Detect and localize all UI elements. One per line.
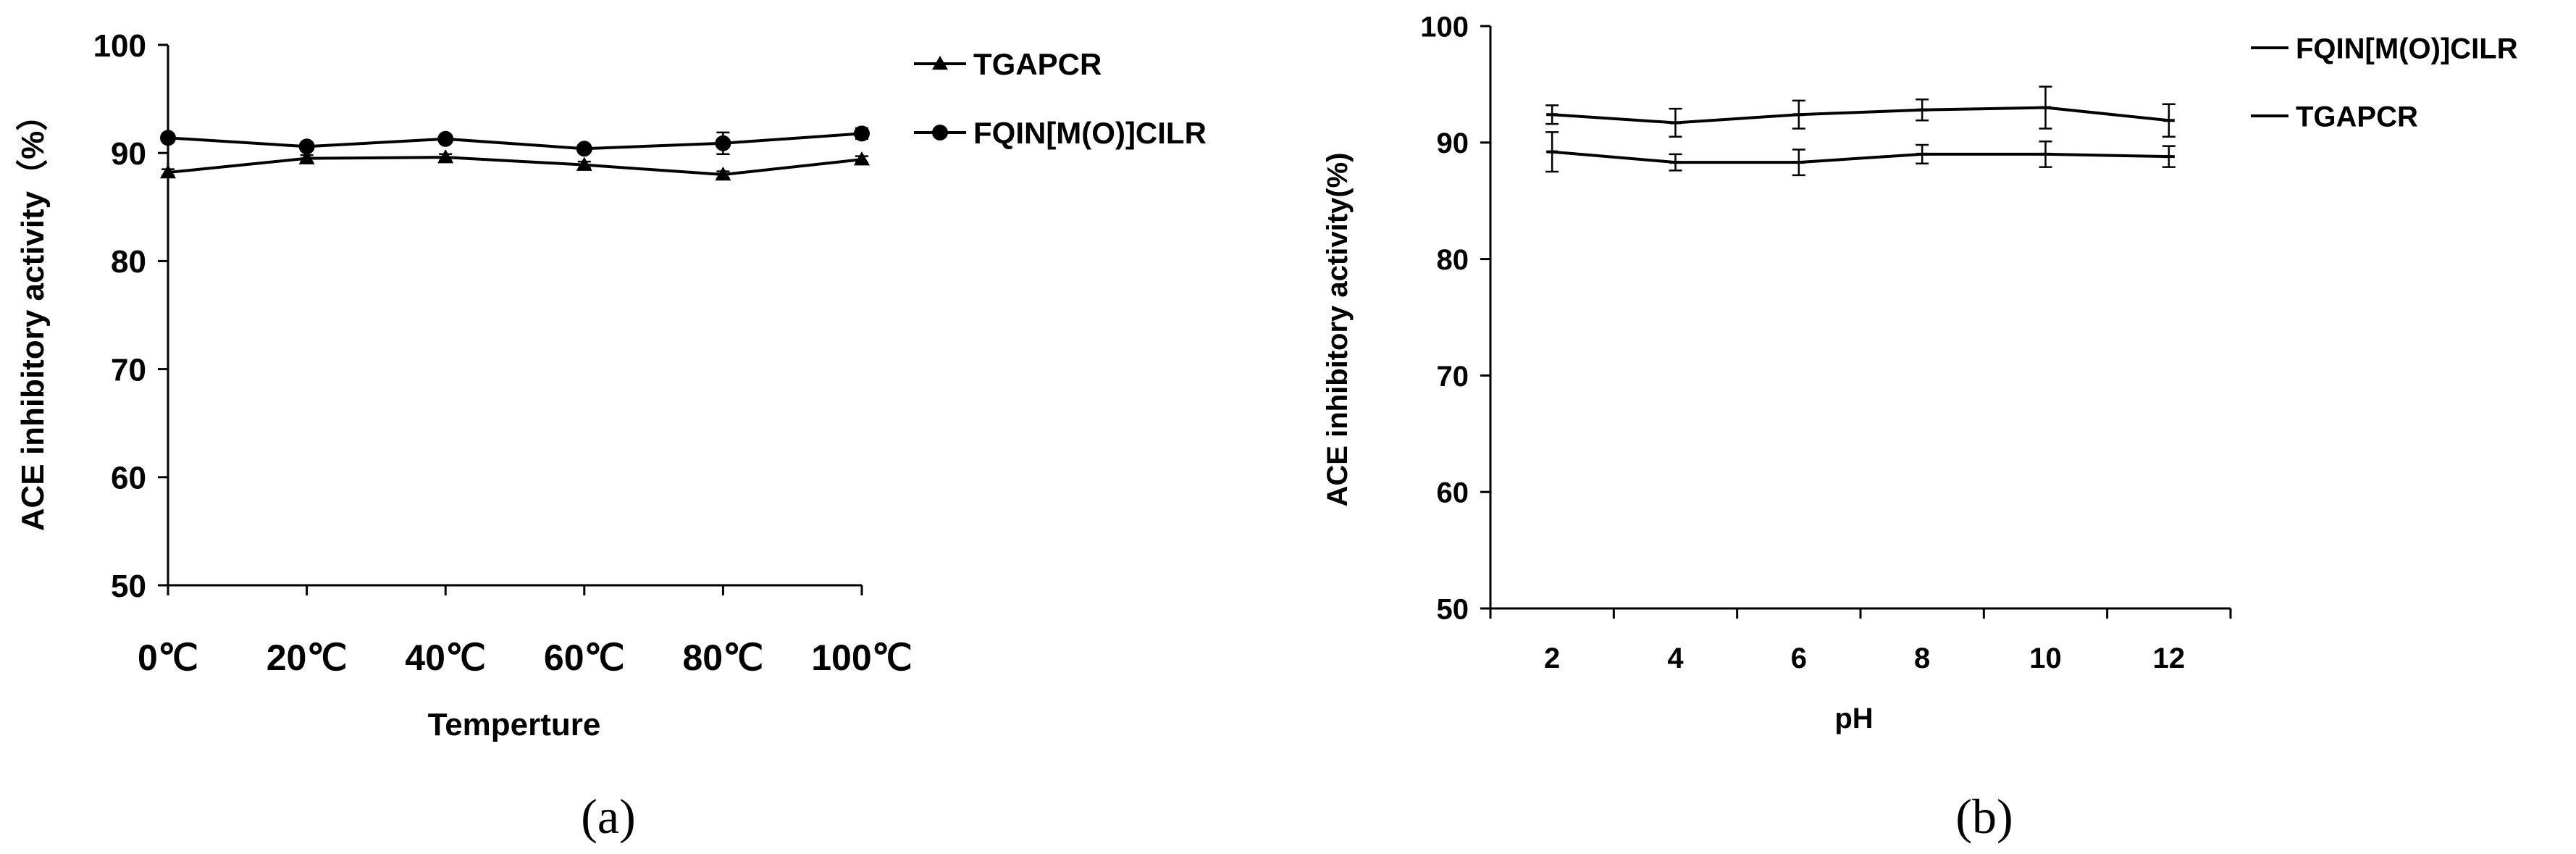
- data-point: [437, 149, 454, 164]
- legend-marker: [932, 56, 948, 70]
- x-tick-label: 12: [2153, 642, 2186, 674]
- y-tick-label: 80: [1437, 244, 1469, 276]
- data-point: [576, 156, 592, 171]
- y-axis-title: ACE inhibitory activity(%): [1322, 153, 1354, 507]
- data-point: [160, 164, 176, 179]
- x-tick-label: 0℃: [138, 637, 198, 678]
- y-tick-label: 90: [111, 136, 146, 172]
- y-axis-title: ACE inhibitory activity（%）: [15, 99, 51, 532]
- x-tick-label: 100℃: [811, 637, 912, 678]
- y-tick-label: 80: [111, 244, 146, 280]
- x-tick-label: 2: [1544, 642, 1560, 674]
- x-tick-label: 6: [1791, 642, 1807, 674]
- legend-label: TGAPCR: [2296, 101, 2418, 133]
- y-tick-label: 60: [111, 461, 146, 496]
- legend-label: TGAPCR: [973, 47, 1102, 81]
- data-point: [854, 151, 870, 166]
- x-axis-title: pH: [1834, 703, 1873, 734]
- y-tick-label: 100: [1420, 11, 1469, 43]
- data-point: [160, 130, 176, 146]
- y-tick-label: 90: [1437, 127, 1469, 159]
- data-point: [715, 167, 731, 181]
- y-tick-label: 70: [111, 352, 146, 388]
- x-tick-label: 40℃: [405, 637, 486, 678]
- x-tick-label: 60℃: [544, 637, 625, 678]
- legend-marker: [932, 125, 948, 141]
- y-tick-label: 70: [1437, 361, 1469, 393]
- y-tick-label: 50: [1437, 593, 1469, 625]
- x-axis-title: Temperture: [428, 707, 601, 742]
- x-tick-label: 4: [1667, 642, 1684, 674]
- chart-b-svg: 50 60 70 80 90 100 2 4 6 8 10 12 pH ACE inhibitory ac…: [1322, 11, 2518, 844]
- x-tick-label: 20℃: [267, 637, 348, 678]
- x-tick-label: 8: [1914, 642, 1930, 674]
- legend-label: FQIN[M(O)]CILR: [973, 116, 1207, 150]
- series-line-1: [1551, 150, 2169, 164]
- y-tick-label: 50: [111, 569, 146, 604]
- legend-label: FQIN[M(O)]CILR: [2296, 33, 2518, 64]
- series-line-0: [167, 156, 863, 177]
- data-point: [854, 125, 870, 142]
- y-tick-label: 60: [1437, 477, 1469, 509]
- data-point: [298, 138, 315, 155]
- data-point: [715, 135, 731, 151]
- panel-label: (b): [1955, 789, 2013, 844]
- series-line-0: [1552, 106, 2170, 125]
- panel-label: (a): [581, 789, 635, 844]
- y-tick-label: 100: [93, 28, 146, 64]
- x-tick-label: 10: [2029, 642, 2062, 674]
- data-point: [437, 130, 454, 147]
- series-line-1: [167, 132, 863, 151]
- x-tick-label: 80℃: [683, 637, 764, 678]
- chart-panel-b: 50 60 70 80 90 100 2 4 6 8 10 12 pH ACE inhibitory ac…: [1296, 0, 2576, 854]
- chart-panel-a: 50 60 70 80 90 100 0℃ 20℃ 40℃ 60℃ 80℃ 100℃ Tempertur…: [0, 0, 1275, 854]
- data-point: [298, 150, 315, 164]
- data-point: [576, 141, 592, 157]
- chart-a-svg: 50 60 70 80 90 100 0℃ 20℃ 40℃ 60℃ 80℃ 100℃ Tempertur…: [15, 28, 1207, 844]
